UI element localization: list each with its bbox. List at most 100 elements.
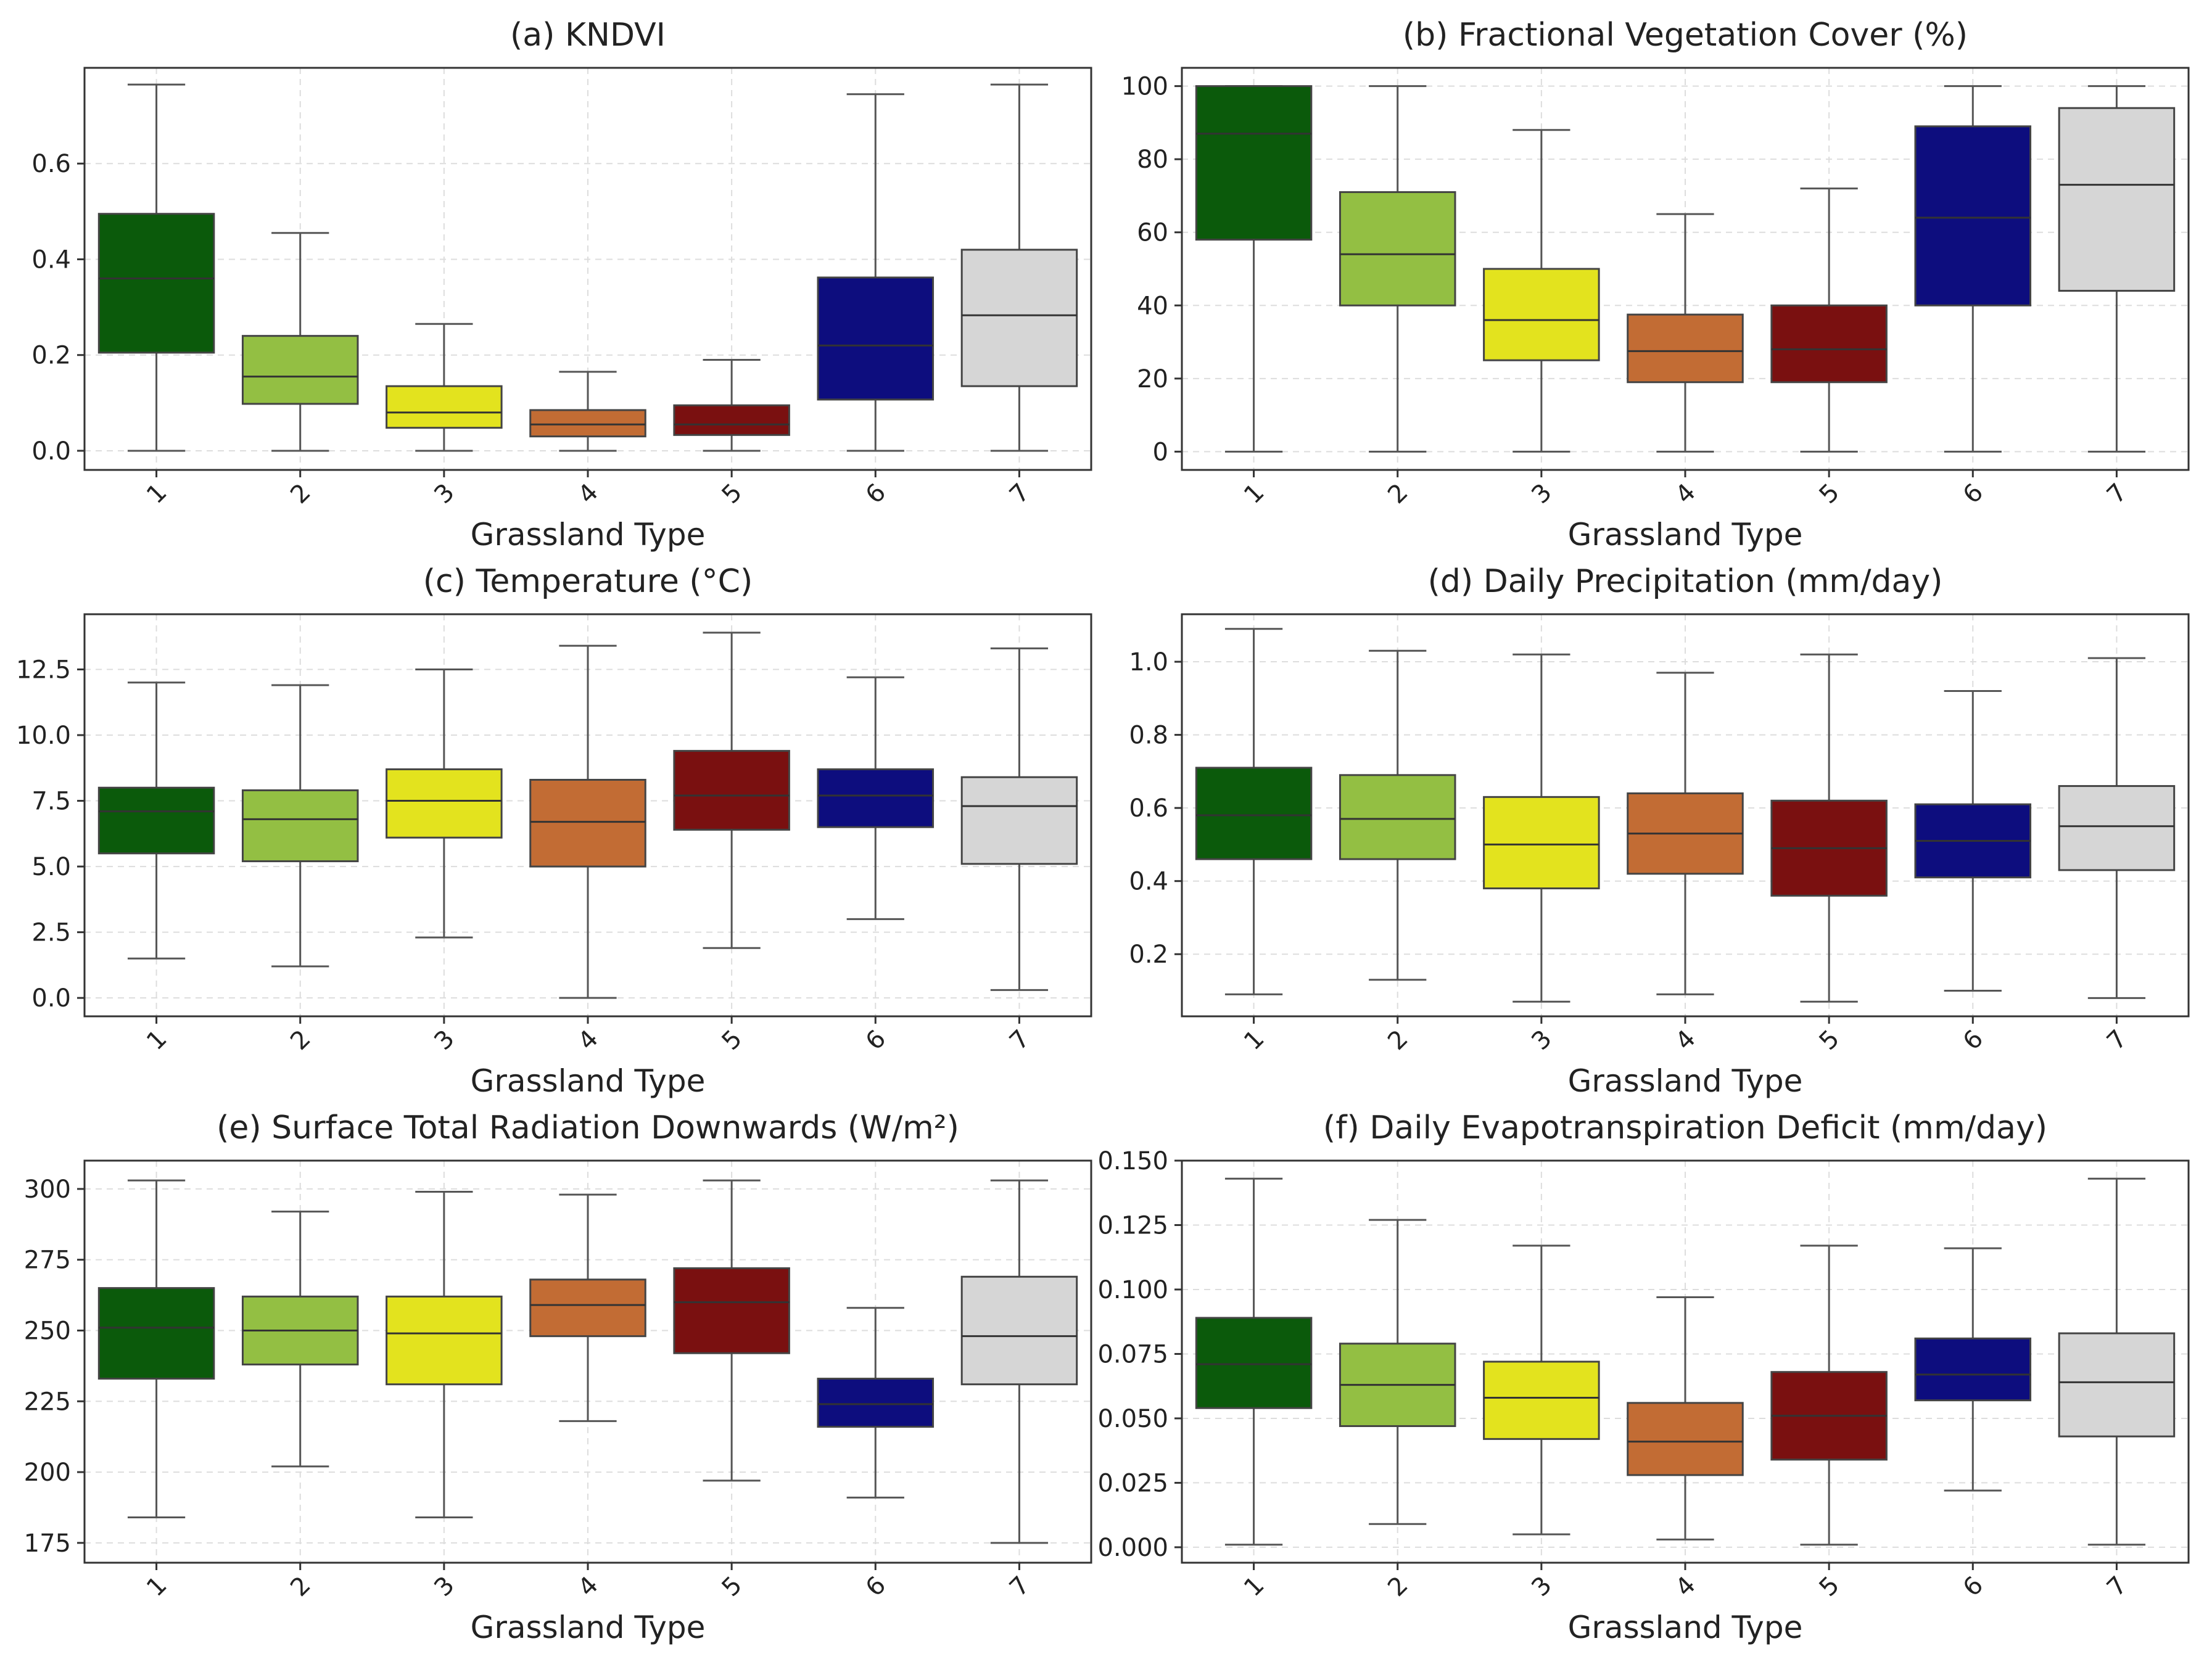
y-tick-label: 12.5 <box>16 656 71 684</box>
box-type-5 <box>673 631 790 949</box>
y-tick-label: 0.050 <box>1097 1405 1168 1433</box>
box-iqr <box>241 335 359 405</box>
box-iqr <box>1914 125 2032 306</box>
box-iqr <box>1195 1317 1313 1409</box>
y-tick-label: 5.0 <box>31 853 71 881</box>
box-type-3 <box>1483 653 1600 1003</box>
box-iqr <box>2058 785 2176 871</box>
y-tick-label: 0.6 <box>1129 794 1168 823</box>
box-type-6 <box>817 1307 935 1499</box>
box-type-6 <box>817 93 935 452</box>
y-tick-label: 0.2 <box>1129 940 1168 969</box>
box-iqr <box>1195 767 1313 860</box>
y-tick-label: 100 <box>1121 73 1168 101</box>
y-tick-label: 0.4 <box>1129 868 1168 896</box>
box-type-7 <box>2058 1177 2176 1546</box>
box-type-4 <box>529 1193 646 1422</box>
box-iqr <box>1483 268 1600 361</box>
y-tick-label: 20 <box>1137 365 1168 393</box>
box-type-3 <box>1483 129 1600 453</box>
box-type-2 <box>1339 649 1456 981</box>
box-iqr <box>529 1278 646 1338</box>
box-iqr <box>529 409 646 438</box>
box-type-5 <box>1770 653 1888 1003</box>
y-tick-label: 0.100 <box>1097 1276 1168 1304</box>
y-tick-label: 10.0 <box>16 722 71 750</box>
box-iqr <box>1339 774 1456 860</box>
y-tick-label: 250 <box>24 1317 71 1345</box>
box-iqr <box>673 1267 790 1354</box>
chart-panel-c: (c) Temperature (°C) 0.0 2.5 5.0 7.5 10.0 12.5… <box>16 563 1092 1099</box>
x-axis-label: Grassland Type <box>471 1610 706 1645</box>
box-iqr <box>386 1295 503 1386</box>
y-tick-label: 175 <box>24 1529 71 1558</box>
box-type-5 <box>1770 1244 1888 1546</box>
box-type-1 <box>97 83 215 452</box>
box-iqr <box>1483 796 1600 890</box>
y-tick-label: 0.150 <box>1097 1147 1168 1175</box>
box-iqr <box>1339 191 1456 306</box>
box-iqr <box>817 1378 935 1428</box>
box-type-5 <box>673 358 790 452</box>
box-type-1 <box>97 1179 215 1519</box>
chart-title: (f) Daily Evapotranspiration Deficit (mm… <box>1323 1109 2047 1146</box>
y-tick-label: 80 <box>1137 146 1168 174</box>
box-iqr <box>960 776 1078 865</box>
box-type-1 <box>97 681 215 960</box>
box-iqr <box>1770 304 1888 384</box>
box-type-6 <box>1914 1247 2032 1492</box>
box-iqr <box>1483 1360 1600 1440</box>
y-tick-label: 0.4 <box>31 245 71 274</box>
box-type-4 <box>529 644 646 999</box>
chart-panel-d: (d) Daily Precipitation (mm/day) 0.2 0.4 0.… <box>1129 563 2190 1099</box>
y-tick-label: 2.5 <box>31 919 71 947</box>
chart-panel-e: (e) Surface Total Radiation Downwards (W… <box>24 1109 1092 1645</box>
box-type-3 <box>386 668 503 939</box>
y-tick-label: 40 <box>1137 292 1168 320</box>
box-type-2 <box>1339 85 1456 453</box>
x-axis-label: Grassland Type <box>1568 1610 1803 1645</box>
box-iqr <box>817 768 935 828</box>
box-type-7 <box>960 1179 1078 1544</box>
box-iqr <box>960 1275 1078 1386</box>
box-iqr <box>2058 1332 2176 1438</box>
chart-title: (b) Fractional Vegetation Cover (%) <box>1403 17 1968 54</box>
y-tick-label: 0.125 <box>1097 1211 1168 1240</box>
y-tick-label: 7.5 <box>31 788 71 816</box>
chart-title: (a) KNDVI <box>510 17 666 54</box>
box-type-6 <box>817 676 935 920</box>
box-iqr <box>960 249 1078 387</box>
box-type-4 <box>1627 672 1744 995</box>
y-tick-label: 0.025 <box>1097 1469 1168 1497</box>
y-tick-label: 275 <box>24 1246 71 1275</box>
box-type-3 <box>386 323 503 452</box>
box-iqr <box>1914 1337 2032 1402</box>
box-iqr <box>673 750 790 831</box>
box-type-4 <box>1627 1296 1744 1541</box>
box-iqr <box>1195 85 1313 241</box>
box-type-7 <box>2058 85 2176 453</box>
y-tick-label: 60 <box>1137 219 1168 247</box>
box-type-3 <box>386 1191 503 1519</box>
y-tick-label: 0.6 <box>31 150 71 178</box>
y-tick-label: 225 <box>24 1388 71 1416</box>
box-iqr <box>2058 107 2176 292</box>
x-axis-label: Grassland Type <box>1568 517 1803 553</box>
box-type-1 <box>1195 628 1313 995</box>
box-type-2 <box>241 232 359 452</box>
box-iqr <box>386 385 503 429</box>
box-type-6 <box>1914 689 2032 992</box>
chart-panel-f: (f) Daily Evapotranspiration Deficit (mm… <box>1097 1109 2190 1645</box>
y-tick-label: 0 <box>1153 438 1168 466</box>
box-iqr <box>97 786 215 855</box>
y-tick-label: 200 <box>24 1458 71 1487</box>
box-iqr <box>673 404 790 436</box>
box-type-2 <box>1339 1219 1456 1525</box>
y-tick-label: 0.0 <box>31 437 71 466</box>
box-iqr <box>97 213 215 354</box>
x-axis-label: Grassland Type <box>471 1063 706 1099</box>
box-type-4 <box>1627 213 1744 453</box>
box-type-2 <box>241 684 359 968</box>
box-type-2 <box>241 1211 359 1468</box>
